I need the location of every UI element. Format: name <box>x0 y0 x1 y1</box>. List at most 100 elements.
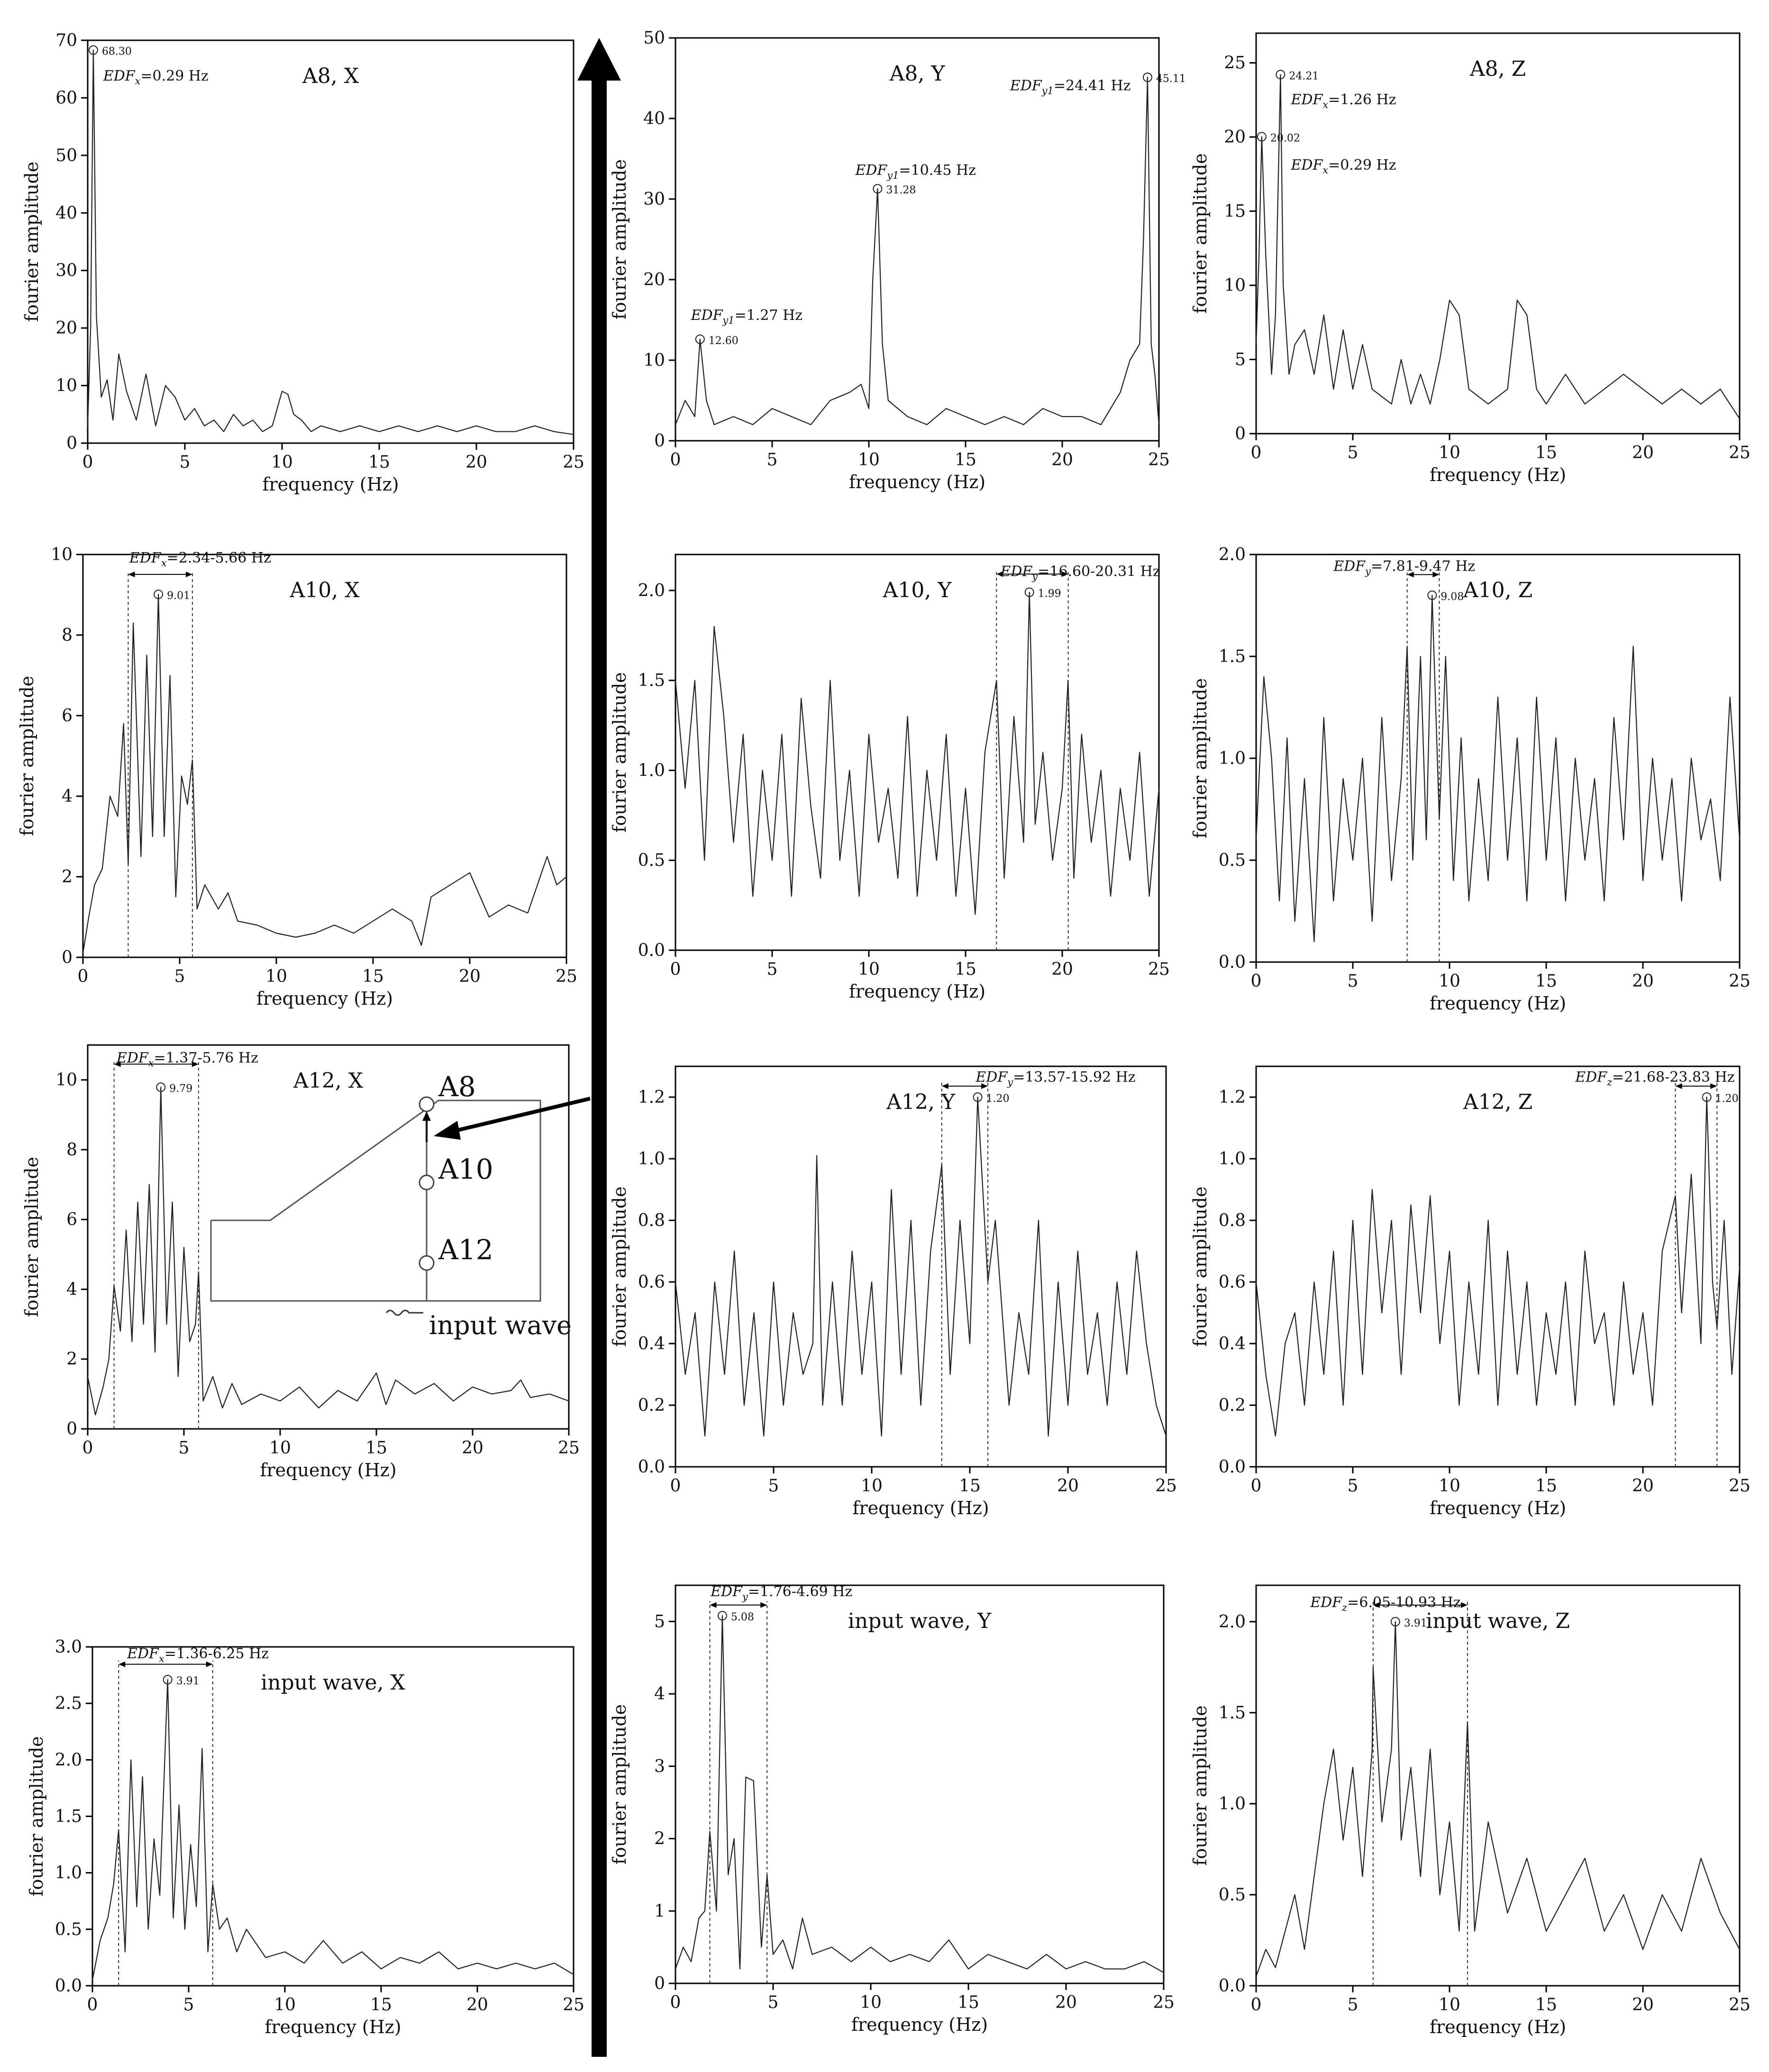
a12x-ytick-label-3: 6 <box>66 1210 77 1229</box>
iwy-xtick-label-3: 15 <box>957 1993 979 2012</box>
a12x-annotation-0-edf: EDF <box>116 1050 149 1066</box>
a10x-edf-arrow-left <box>128 572 135 577</box>
a12z-frame <box>1255 1065 1741 1468</box>
a10y-xtick-label-1: 5 <box>767 960 778 979</box>
a8z-ylabel: fourier amplitude <box>1190 153 1211 313</box>
a10z-ytick-label-1: 0.5 <box>1219 851 1246 870</box>
a12y-edf-arrow-left <box>941 1083 948 1089</box>
a10z-xtick-label-0: 0 <box>1251 972 1262 991</box>
a10x-ytick-label-0: 0 <box>62 948 73 967</box>
a8z-ytick-label-2: 10 <box>1224 276 1246 295</box>
a8z-xtick-label-3: 15 <box>1535 443 1557 463</box>
a10y-series-line-0 <box>675 591 1160 915</box>
a10x-annotation-0-edf: EDF <box>129 550 162 566</box>
a12y-xtick-label-1: 5 <box>768 1476 779 1496</box>
a8x-annotation-0: EDFx=0.29 Hz <box>103 68 209 87</box>
a12y-ytick-label-3: 0.6 <box>638 1272 665 1292</box>
iwz-ytick-label-1: 0.5 <box>1219 1885 1246 1905</box>
inset-arrow-up-head <box>422 1111 431 1121</box>
a12z-ylabel: fourier amplitude <box>1190 1186 1211 1346</box>
a8z-annotation-0-val: =1.26 Hz <box>1328 91 1396 108</box>
a12y-annotation-0-sub: y <box>1007 1077 1013 1088</box>
a8z-annotation-0: EDFx=1.26 Hz <box>1290 91 1396 110</box>
iwy-edf-arrow-right <box>760 1602 767 1608</box>
iwz-xtick-label-3: 15 <box>1535 1995 1557 2015</box>
a8x-annotation-0-sub: x <box>135 75 141 87</box>
a10y-peak-marker-0 <box>1024 587 1034 597</box>
a8y-peak-label-2: 45.11 <box>1156 73 1186 85</box>
iwy-title: input wave, Y <box>848 1609 992 1633</box>
a8z-title: A8, Z <box>1469 57 1526 81</box>
iwy-xlabel: frequency (Hz) <box>851 2014 988 2035</box>
a8z-xtick-label-1: 5 <box>1348 443 1359 463</box>
a8y-annotation-1-edf: EDF <box>855 162 887 179</box>
pointer-arrow-line <box>455 1097 591 1133</box>
a10z-peak-marker-0 <box>1427 591 1437 600</box>
iwy-ytick-label-1: 1 <box>654 1901 665 1921</box>
a12y-frame <box>675 1065 1167 1468</box>
a8y-peak-label-0: 12.60 <box>709 335 739 347</box>
a10y-title: A10, Y <box>883 578 952 602</box>
iwz-edf-arrow-left <box>1373 1602 1380 1608</box>
chart-iwx: 0 5 10 15 20 25 0.0 0.5 1.0 1.5 2.0 2.5 3.0 frequency… <box>26 1637 584 2037</box>
a10y-ytick-label-1: 0.5 <box>638 851 665 870</box>
a10y-annotation-0: EDFy=16.60-20.31 Hz <box>1000 563 1160 582</box>
a12z-xtick-label-4: 20 <box>1632 1476 1654 1496</box>
iwx-annotation-0: EDFx=1.36-6.25 Hz <box>127 1645 269 1664</box>
a12x-xlabel: frequency (Hz) <box>260 1460 396 1481</box>
iwx-ytick-label-0: 0.0 <box>55 1976 82 1996</box>
iwz-ylabel: fourier amplitude <box>1190 1705 1211 1865</box>
a8y-annotation-0-sub: y1 <box>722 315 734 326</box>
a12y-xlabel: frequency (Hz) <box>852 1498 989 1518</box>
input-wave-squiggle <box>385 1309 423 1316</box>
iwx-title: input wave, X <box>261 1671 405 1695</box>
chart-a10z: 0 5 10 15 20 25 0.0 0.5 1.0 1.5 2.0 frequency (Hz) f… <box>1190 545 1751 1014</box>
a12z-xtick-label-3: 15 <box>1535 1476 1557 1496</box>
a10y-annotation-0-val: =16.60-20.31 Hz <box>1038 563 1160 580</box>
iwz-xlabel: frequency (Hz) <box>1430 2017 1566 2037</box>
a10y-annotation-0-edf: EDF <box>1000 563 1032 580</box>
a12x-ytick-label-0: 0 <box>66 1419 77 1439</box>
iwz-ytick-label-0: 0.0 <box>1219 1976 1246 1996</box>
a8x-ytick-label-4: 40 <box>55 203 77 223</box>
a8x-xtick-label-1: 5 <box>180 453 191 472</box>
iwx-xtick-label-4: 20 <box>466 1995 488 2015</box>
a8x-series-line-0 <box>87 49 574 435</box>
a10x-edf-arrow-right <box>185 572 192 577</box>
iwx-annotation-0-edf: EDF <box>127 1645 159 1662</box>
iwz-series-line-0 <box>1255 1621 1740 1977</box>
a8z-annotation-1-edf: EDF <box>1290 157 1323 173</box>
a8y-annotation-0: EDFy1=1.27 Hz <box>691 307 802 326</box>
a12x-ytick-label-1: 2 <box>66 1350 77 1369</box>
a8y-xtick-label-0: 0 <box>670 450 681 470</box>
a10x-xlabel: frequency (Hz) <box>256 988 393 1009</box>
chart-a10x: 0 5 10 15 20 25 0 2 4 6 8 10 frequency (Hz) fourier a… <box>17 545 577 1009</box>
chart-a12z: 0 5 10 15 20 25 0.0 0.2 0.4 0.6 0.8 1.0 1.2 frequency… <box>1190 1065 1751 1518</box>
iwy-ytick-label-3: 3 <box>654 1757 665 1776</box>
a12z-ytick-label-5: 1.0 <box>1219 1149 1246 1169</box>
a8y-peak-label-1: 31.28 <box>886 184 916 196</box>
a8z-xtick-label-5: 25 <box>1729 443 1751 463</box>
iwy-annotation-0-val: =1.76-4.69 Hz <box>748 1583 852 1600</box>
a8y-xtick-label-1: 5 <box>767 450 778 470</box>
a12x-edf-arrow-right <box>191 1061 199 1067</box>
a12x-title: A12, X <box>293 1069 364 1093</box>
iwz-xtick-label-1: 5 <box>1348 1995 1359 2015</box>
sensor-a10-marker <box>419 1174 435 1190</box>
a8x-xlabel: frequency (Hz) <box>262 474 399 495</box>
a12y-peak-marker-0 <box>973 1092 983 1102</box>
a8z-xlabel: frequency (Hz) <box>1430 464 1566 485</box>
iwz-ytick-label-3: 1.5 <box>1219 1703 1246 1723</box>
a10x-ytick-label-1: 2 <box>62 867 73 887</box>
iwx-ytick-label-4: 2.0 <box>55 1750 82 1770</box>
a12x-xtick-label-1: 5 <box>179 1438 190 1458</box>
a8y-annotation-0-val: =1.27 Hz <box>735 307 802 324</box>
a10z-series-line-0 <box>1255 594 1741 943</box>
a10y-ytick-label-3: 1.5 <box>638 671 665 691</box>
iwz-xtick-label-4: 20 <box>1632 1995 1654 2015</box>
pointer-arrow-head <box>434 1121 461 1140</box>
a8x-peak-label-0: 68.30 <box>102 46 132 58</box>
a12y-xtick-label-3: 15 <box>959 1476 981 1496</box>
a8y-annotation-1: EDFy1=10.45 Hz <box>855 162 976 181</box>
a12z-ytick-label-3: 0.6 <box>1219 1272 1246 1292</box>
